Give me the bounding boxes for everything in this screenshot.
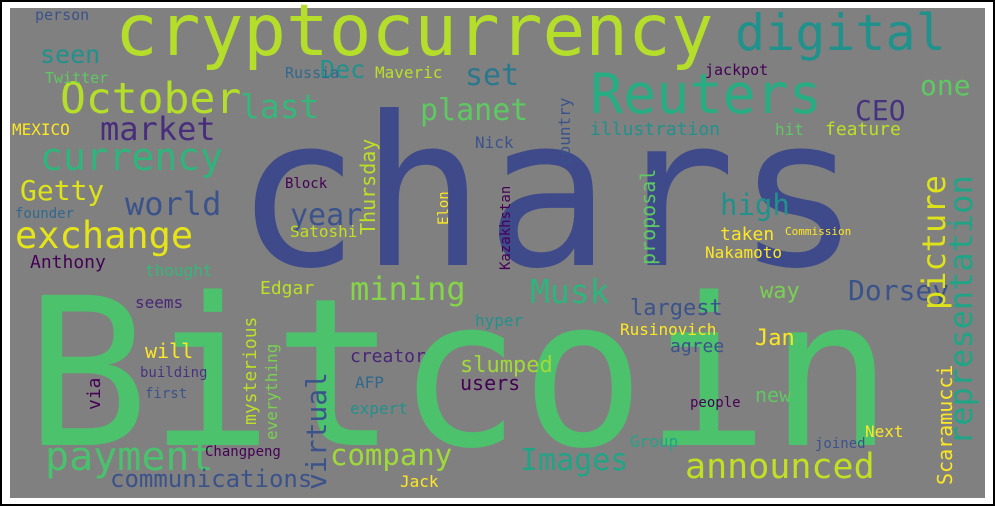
word: thought bbox=[145, 261, 212, 280]
word: picture bbox=[915, 175, 953, 310]
word: slumped bbox=[460, 353, 553, 378]
word: world bbox=[125, 185, 221, 223]
word: Images bbox=[520, 443, 628, 478]
word: company bbox=[330, 438, 452, 472]
word: Nick bbox=[475, 133, 514, 152]
word: hit bbox=[775, 120, 804, 139]
word: via bbox=[84, 377, 105, 410]
word: set bbox=[465, 58, 519, 93]
word: creator bbox=[350, 346, 426, 367]
word: one bbox=[920, 69, 971, 102]
word: agree bbox=[670, 336, 724, 357]
word: MEXICO bbox=[12, 120, 70, 139]
word: last bbox=[240, 87, 319, 126]
word: exchange bbox=[15, 214, 193, 257]
word: communications bbox=[110, 465, 312, 493]
cloud-background bbox=[10, 8, 985, 498]
word: new bbox=[755, 383, 792, 407]
word: year bbox=[290, 198, 362, 233]
word: October bbox=[60, 74, 241, 124]
word: virtual bbox=[300, 372, 333, 490]
word: announced bbox=[685, 447, 875, 487]
word: Dec bbox=[320, 55, 365, 84]
word: everything bbox=[262, 344, 281, 440]
word: Jan bbox=[755, 326, 795, 351]
word: Thursday bbox=[356, 139, 380, 235]
word: will bbox=[145, 339, 193, 363]
word: Rusinovich bbox=[620, 320, 716, 339]
word: CEO bbox=[855, 94, 906, 127]
word: Block bbox=[285, 176, 328, 192]
word: jackpot bbox=[705, 61, 768, 79]
word: Kazakhstan bbox=[498, 186, 514, 270]
word: Russia bbox=[285, 64, 339, 82]
word: Maveric bbox=[375, 63, 442, 82]
word: Twitter bbox=[45, 69, 108, 87]
word: taken bbox=[720, 224, 774, 245]
word: proposal bbox=[636, 169, 660, 265]
word: way bbox=[760, 279, 800, 304]
word: illustration bbox=[590, 119, 720, 140]
word: expert bbox=[350, 399, 408, 418]
word: seems bbox=[135, 293, 183, 312]
word: mining bbox=[350, 270, 466, 308]
word: feature bbox=[825, 119, 901, 140]
word: people bbox=[690, 395, 741, 411]
word: Scaramucci bbox=[933, 365, 957, 485]
word: chars bbox=[235, 73, 861, 315]
word: Anthony bbox=[30, 252, 106, 273]
word: Reuters bbox=[590, 62, 822, 126]
word: largest bbox=[630, 296, 723, 321]
word: Musk bbox=[530, 272, 610, 311]
word: AFP bbox=[355, 373, 384, 392]
word: high bbox=[720, 188, 790, 222]
word: Getty bbox=[20, 174, 104, 207]
word: currency bbox=[40, 135, 223, 179]
word: Next bbox=[865, 422, 904, 441]
word: joined bbox=[815, 436, 866, 452]
word: seen bbox=[40, 40, 100, 69]
word: building bbox=[140, 365, 207, 381]
word: person bbox=[35, 6, 89, 24]
word: Jack bbox=[400, 472, 439, 491]
word: market bbox=[100, 110, 216, 148]
word: founder bbox=[15, 206, 74, 222]
word: first bbox=[145, 386, 187, 402]
word: payment bbox=[45, 434, 214, 480]
word: Bitcoin bbox=[25, 254, 893, 494]
word: Edgar bbox=[260, 278, 314, 299]
word: hyper bbox=[475, 311, 524, 330]
word: mysterious bbox=[240, 317, 261, 425]
word: users bbox=[460, 371, 520, 395]
word: representation bbox=[942, 175, 980, 445]
word: country bbox=[555, 97, 574, 165]
word: Nakamoto bbox=[705, 243, 782, 262]
word: cryptocurrency bbox=[115, 0, 713, 72]
word: Satoshi bbox=[290, 222, 357, 241]
word: Dorsey bbox=[848, 274, 949, 307]
word: Elon bbox=[436, 191, 452, 225]
word: Changpeng bbox=[205, 444, 281, 460]
word: Commission bbox=[785, 225, 851, 238]
word: planet bbox=[420, 93, 528, 128]
word: digital bbox=[735, 4, 946, 62]
word: Group bbox=[630, 432, 678, 451]
